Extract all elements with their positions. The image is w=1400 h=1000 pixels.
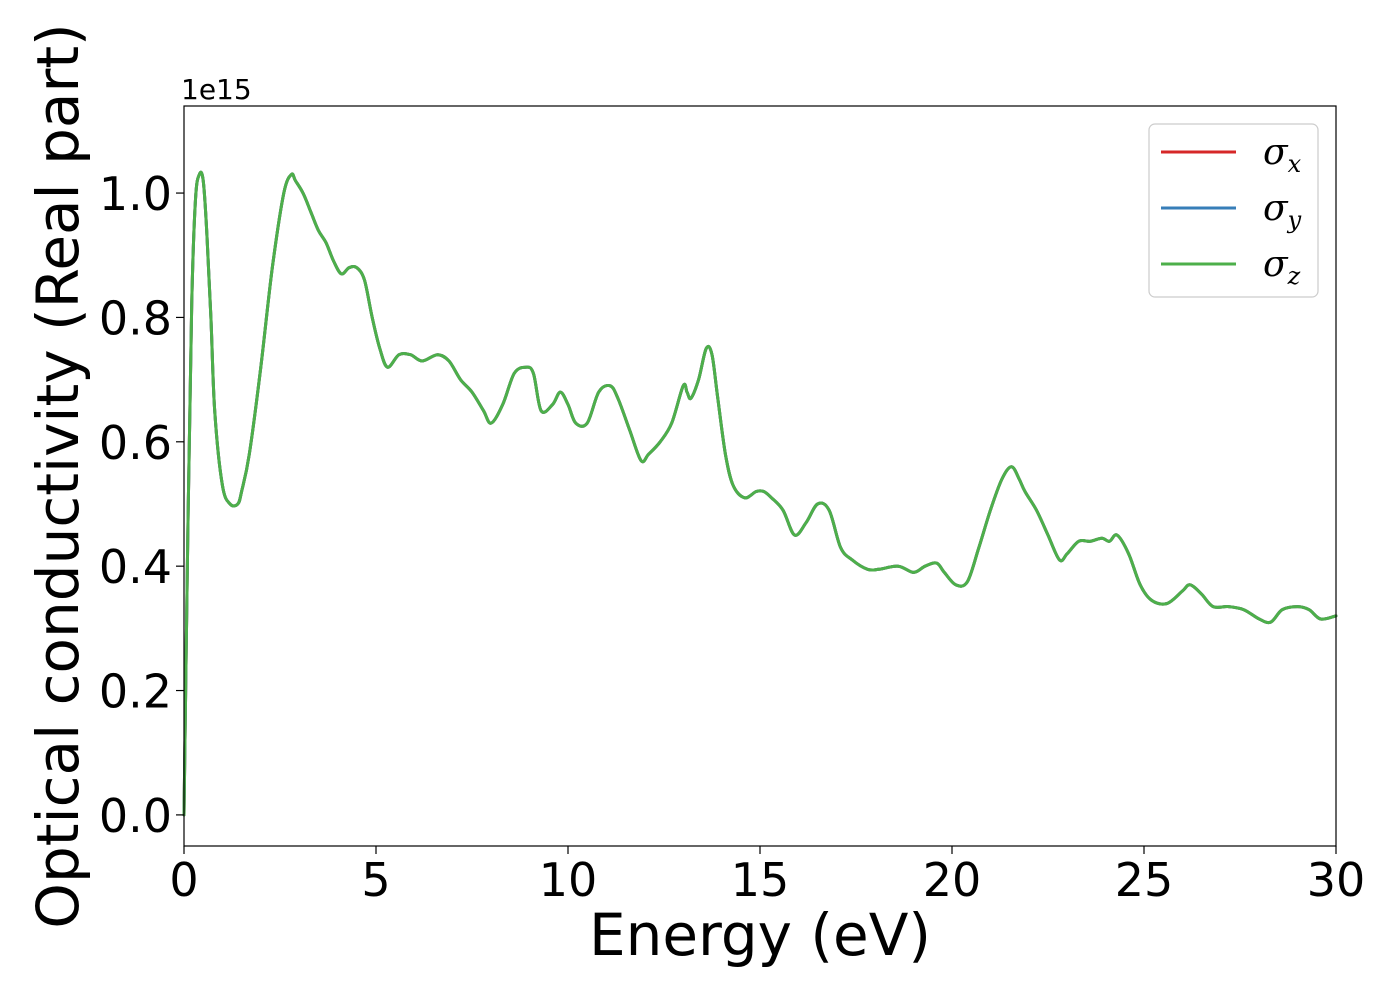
y-tick-label: 0.8 bbox=[99, 291, 172, 345]
legend-label-sigma-y: σy bbox=[1263, 188, 1302, 234]
x-tick-label: 15 bbox=[731, 853, 790, 907]
x-tick-label: 5 bbox=[361, 853, 390, 907]
y-tick-label: 0.6 bbox=[99, 416, 172, 470]
legend-label-sigma-x: σx bbox=[1263, 132, 1302, 178]
y-axis-title: Optical conductivity (Real part) bbox=[24, 23, 92, 928]
y-tick-label: 0.4 bbox=[99, 540, 172, 594]
x-tick-label: 20 bbox=[923, 853, 982, 907]
x-tick-label: 25 bbox=[1115, 853, 1174, 907]
series-line-sigma-z bbox=[182, 170, 1338, 817]
y-axis-ticks: 0.0 0.2 0.4 0.6 0.8 1.0 bbox=[99, 167, 184, 843]
plot-area-background bbox=[184, 106, 1336, 846]
legend: σx σy σz bbox=[1148, 123, 1319, 298]
legend-box bbox=[1148, 123, 1319, 298]
y-tick-label: 1.0 bbox=[99, 167, 172, 221]
x-tick-label: 30 bbox=[1307, 853, 1366, 907]
y-tick-label: 0.0 bbox=[99, 789, 172, 843]
x-tick-label: 0 bbox=[169, 853, 198, 907]
x-tick-label: 10 bbox=[539, 853, 598, 907]
series-layer bbox=[182, 170, 1338, 817]
y-offset-label: 1e15 bbox=[181, 73, 252, 106]
legend-label-sigma-z: σz bbox=[1263, 244, 1301, 290]
x-axis-title: Energy (eV) bbox=[589, 901, 931, 969]
y-tick-label: 0.2 bbox=[99, 665, 172, 719]
legend-items: σx σy σz bbox=[1161, 132, 1302, 290]
x-axis-ticks: 0 5 10 15 20 25 30 bbox=[169, 846, 1365, 907]
